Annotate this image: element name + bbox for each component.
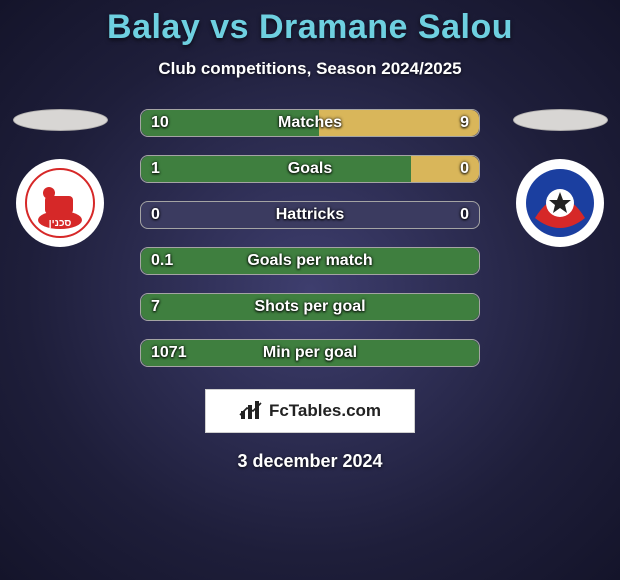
- stat-label: Goals: [141, 155, 479, 183]
- player-right-column: [510, 109, 610, 247]
- stat-right-value: 0: [460, 155, 469, 183]
- shadow-ellipse-left: [13, 109, 108, 131]
- chart-icon: [239, 401, 263, 421]
- stat-row: 1071Min per goal: [140, 339, 480, 367]
- player-left-column: סכנין: [10, 109, 110, 247]
- page-title: Balay vs Dramane Salou: [0, 8, 620, 47]
- stat-label: Matches: [141, 109, 479, 137]
- stat-right-value: 9: [460, 109, 469, 137]
- stat-row: 0.1Goals per match: [140, 247, 480, 275]
- stat-right-value: 0: [460, 201, 469, 229]
- brand-badge[interactable]: FcTables.com: [205, 389, 415, 433]
- stat-row: 10Matches9: [140, 109, 480, 137]
- crest-right-icon: [525, 168, 595, 238]
- crest-left-icon: סכנין: [25, 168, 95, 238]
- shadow-ellipse-right: [513, 109, 608, 131]
- stat-label: Min per goal: [141, 339, 479, 367]
- team-crest-right: [516, 159, 604, 247]
- brand-label: FcTables.com: [269, 401, 381, 421]
- stat-row: 7Shots per goal: [140, 293, 480, 321]
- subtitle: Club competitions, Season 2024/2025: [0, 59, 620, 79]
- date-label: 3 december 2024: [0, 451, 620, 472]
- stat-label: Hattricks: [141, 201, 479, 229]
- team-crest-left: סכנין: [16, 159, 104, 247]
- stat-row: 0Hattricks0: [140, 201, 480, 229]
- stat-label: Goals per match: [141, 247, 479, 275]
- stats-list: 10Matches91Goals00Hattricks00.1Goals per…: [140, 109, 480, 367]
- stat-label: Shots per goal: [141, 293, 479, 321]
- comparison-card: Balay vs Dramane Salou Club competitions…: [0, 0, 620, 580]
- stat-row: 1Goals0: [140, 155, 480, 183]
- comparison-layout: סכנין 10Matches91Goals00Hattricks00.1Goa…: [0, 109, 620, 367]
- svg-text:סכנין: סכנין: [49, 218, 72, 229]
